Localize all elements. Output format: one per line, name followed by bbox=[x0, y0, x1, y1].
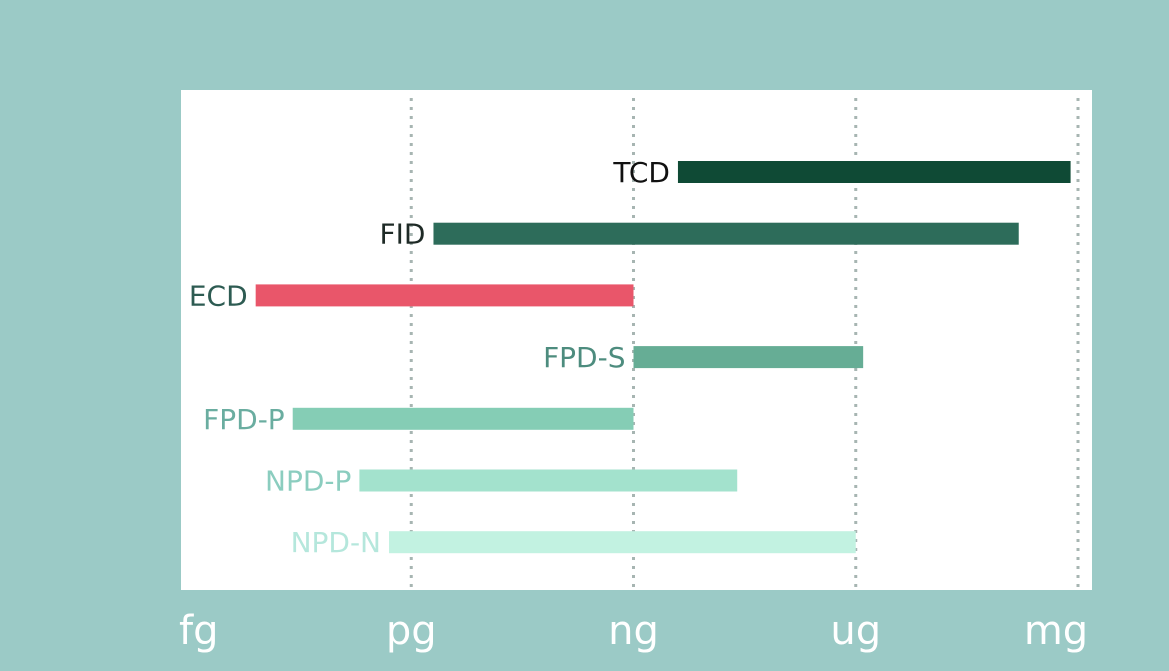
bar-label-npd-p: NPD-P bbox=[265, 465, 351, 498]
bar-npd-n bbox=[389, 531, 856, 554]
tick-label-fg: fg bbox=[179, 608, 218, 654]
tick-label-ug: ug bbox=[830, 608, 881, 654]
x-axis-ticks: fg pg ng ug mg bbox=[179, 608, 1088, 654]
tick-label-ng: ng bbox=[608, 608, 659, 654]
bar-label-fpd-p: FPD-P bbox=[203, 403, 285, 436]
bar-label-fid: FID bbox=[380, 218, 426, 251]
bar-tcd bbox=[677, 161, 1071, 183]
bar-ecd bbox=[255, 284, 634, 307]
bar-npd-p bbox=[359, 469, 738, 492]
bar-fid bbox=[433, 222, 1019, 245]
bar-fpd-p bbox=[292, 407, 634, 430]
tick-label-pg: pg bbox=[386, 608, 437, 654]
bars bbox=[255, 161, 1071, 554]
bar-fpd-s bbox=[633, 346, 864, 369]
bar-labels: TCD FID ECD FPD-S FPD-P NPD-P NPD-N bbox=[189, 156, 670, 559]
bar-label-fpd-s: FPD-S bbox=[543, 341, 625, 374]
bar-label-ecd: ECD bbox=[189, 279, 248, 312]
bar-label-npd-n: NPD-N bbox=[291, 526, 381, 559]
tick-label-mg: mg bbox=[1024, 608, 1088, 654]
bar-label-tcd: TCD bbox=[612, 156, 670, 189]
